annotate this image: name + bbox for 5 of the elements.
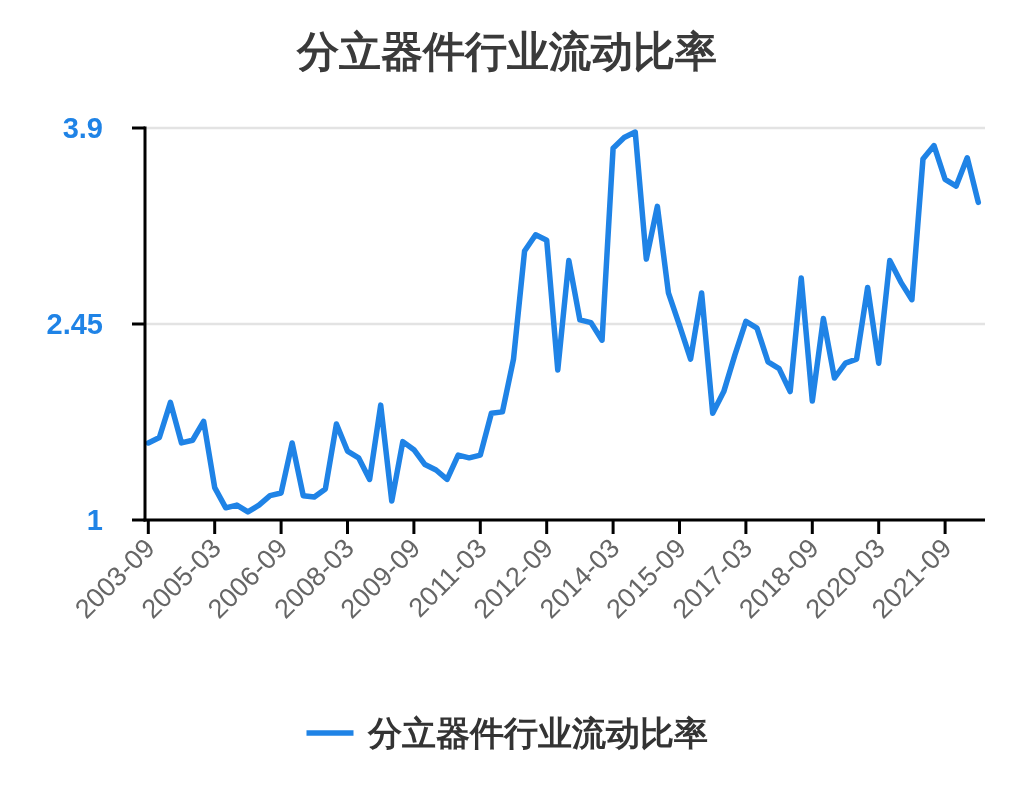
legend-label: 分立器件行业流动比率: [366, 714, 708, 752]
chart-title: 分立器件行业流动比率: [296, 28, 717, 75]
y-tick-label: 2.45: [46, 308, 103, 340]
y-tick-label: 3.9: [62, 112, 103, 144]
y-tick-label: 1: [86, 504, 103, 536]
